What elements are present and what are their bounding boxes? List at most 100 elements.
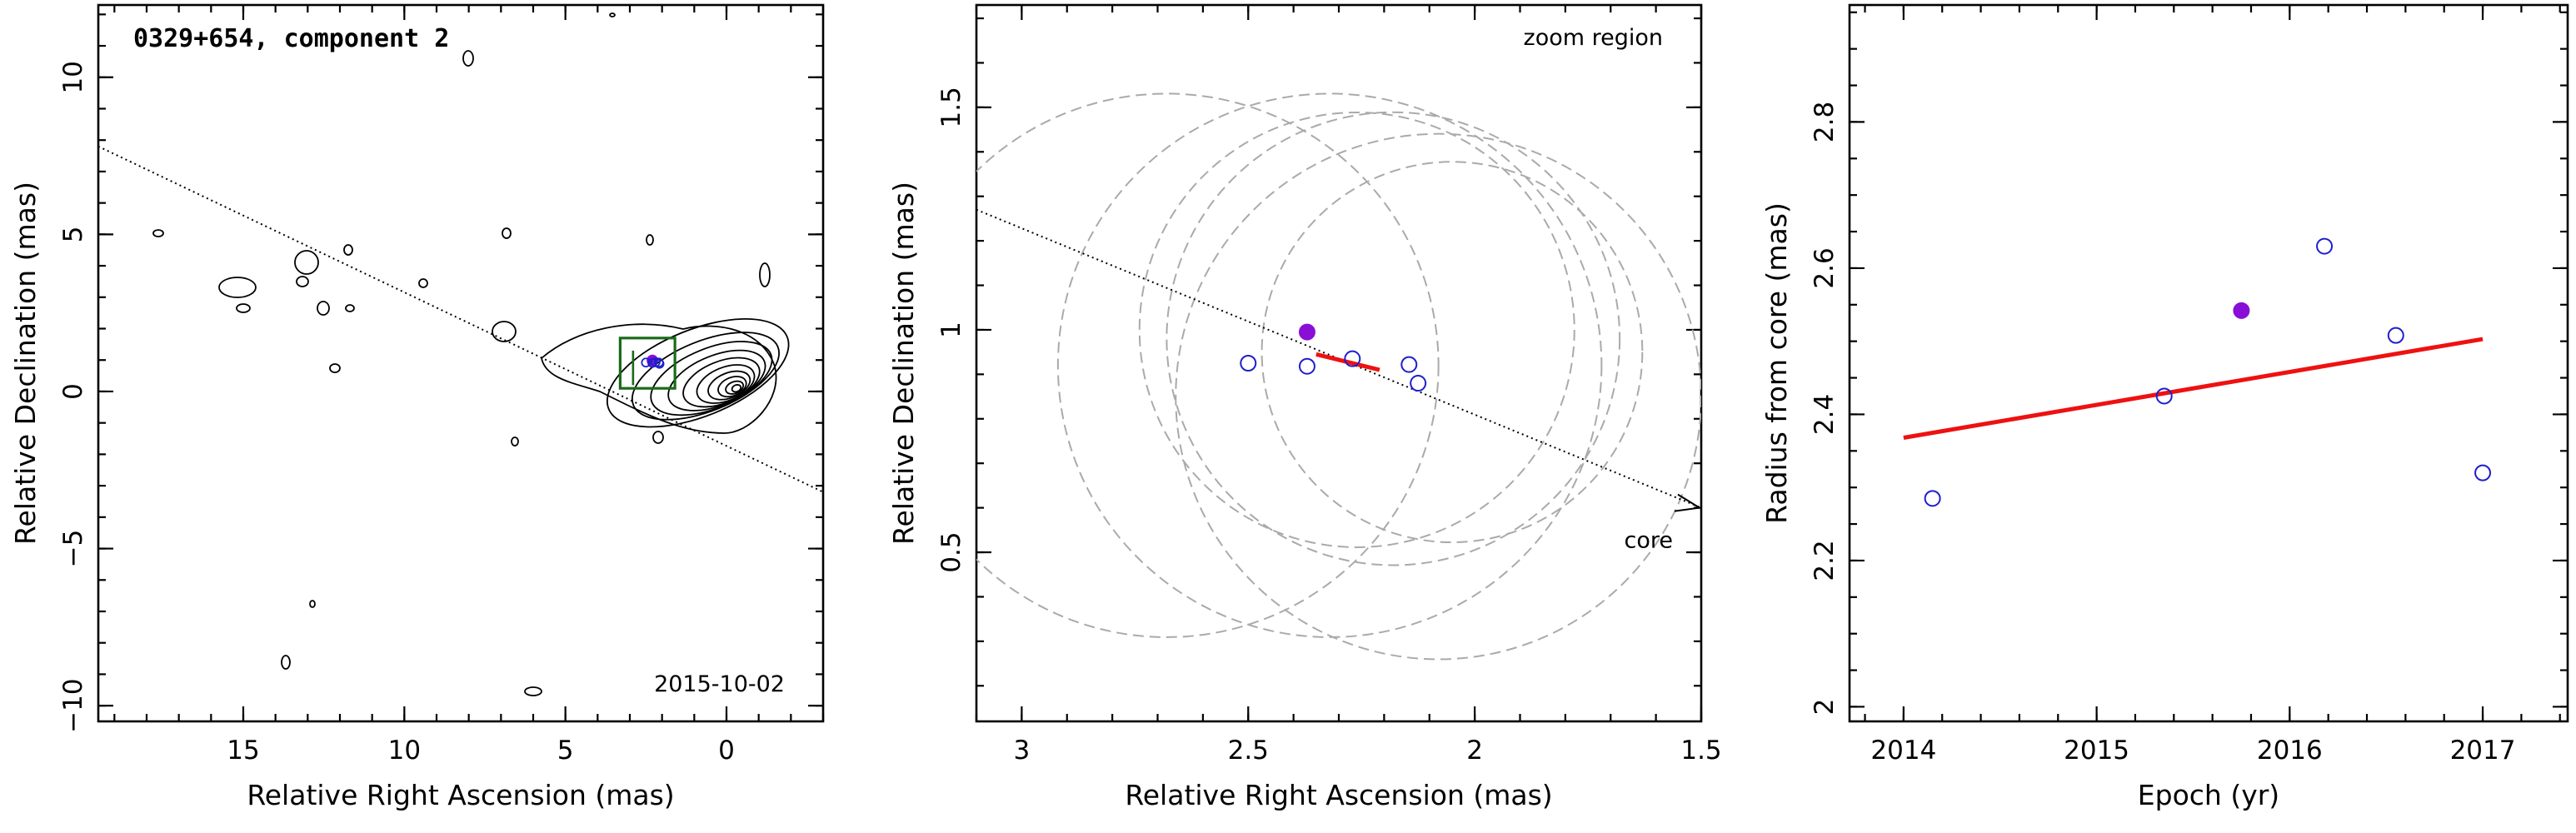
y-tick-label: 2.4	[1810, 394, 1840, 435]
y-tick-label: 1	[936, 322, 966, 338]
panel-radius: 2014 2015 2016 2017 2 2.2 2.4 2.6 2.8 Epoch (yr) R…	[1760, 3, 2569, 811]
contour-island	[511, 436, 519, 446]
plot-frame	[1848, 3, 2569, 723]
contour-line	[541, 323, 777, 434]
x-tick-label: 3	[1014, 736, 1031, 766]
y-tick-label: 2.2	[1810, 540, 1840, 581]
contour-line	[650, 341, 773, 416]
contour-island	[152, 229, 164, 237]
contour-line	[631, 332, 780, 421]
x-tick-label: 10	[388, 736, 421, 766]
beam-circle	[1166, 111, 1621, 566]
component-point	[1344, 350, 1361, 367]
jet-axis-line	[976, 208, 1701, 509]
contour-island	[502, 227, 512, 239]
y-tick-label: −10	[58, 678, 88, 732]
contour-line	[731, 384, 742, 393]
contour-island	[343, 244, 353, 256]
component-point	[654, 358, 665, 369]
chart-title: 0329+654, component 2	[133, 24, 449, 53]
y-axis-label: Relative Declination (mas)	[887, 182, 920, 545]
contour-island	[281, 655, 291, 670]
contour-island	[609, 12, 616, 17]
x-tick-label: 0	[718, 736, 735, 766]
component-point	[641, 357, 651, 368]
data-point	[2474, 464, 2492, 481]
plot-area	[976, 92, 1701, 661]
contour-line	[717, 376, 747, 398]
y-tick-label: 0.5	[936, 531, 966, 572]
contour-line	[606, 318, 790, 428]
contour-line	[682, 357, 761, 408]
contour-island	[309, 600, 316, 608]
zoom-region-box	[618, 337, 676, 390]
panel-zoom: 3 2.5 2 1.5 0.5 1 1.5 Relative Right Ascension …	[887, 3, 1722, 811]
y-tick-label: 2.6	[1810, 247, 1840, 288]
x-tick-label: 2014	[1870, 736, 1936, 766]
core-label: core	[1625, 528, 1673, 554]
plot-frame	[97, 3, 825, 723]
contour-island	[317, 301, 330, 316]
beam-circle	[1261, 161, 1644, 544]
contour-island	[524, 686, 542, 696]
trajectory-line	[1315, 352, 1380, 372]
beam-circle	[976, 92, 1440, 638]
contour-line	[696, 364, 756, 404]
y-axis-label: Relative Declination (mas)	[9, 182, 42, 545]
contour-island	[218, 277, 257, 298]
data-point	[2387, 327, 2404, 344]
panel-map: 15 10 5 0 −10 −5 0 5 10 Relative Right Ascension …	[9, 3, 825, 811]
contour-island	[345, 304, 355, 312]
contour-island	[294, 250, 319, 275]
x-tick-label: 2.5	[1228, 736, 1269, 766]
y-tick-label: 10	[58, 61, 88, 93]
y-tick-label: 5	[58, 226, 88, 242]
epoch-annotation: 2015-10-02	[654, 671, 785, 697]
component-point	[1240, 355, 1257, 372]
contour-island	[462, 50, 474, 67]
y-tick-label: 0	[58, 383, 88, 400]
x-tick-label: 2016	[2257, 736, 2323, 766]
core-direction-arrow	[1674, 493, 1702, 512]
selected-data-point	[2233, 302, 2250, 319]
contour-island	[759, 262, 771, 287]
contour-island	[236, 303, 251, 313]
x-axis-label: Relative Right Ascension (mas)	[247, 779, 674, 811]
x-tick-label: 5	[557, 736, 574, 766]
y-tick-label: 2.8	[1810, 102, 1840, 142]
y-tick-label: 1.5	[936, 87, 966, 127]
zoom-region-label: zoom region	[1524, 25, 1663, 51]
component-point	[1400, 356, 1418, 373]
beam-circle	[1056, 92, 1603, 638]
contour-island	[646, 234, 654, 246]
x-tick-label: 2	[1466, 736, 1483, 766]
contour-island	[296, 276, 309, 287]
beam-circle	[1138, 111, 1575, 548]
data-point	[2155, 387, 2173, 405]
contour-island	[652, 431, 664, 444]
jet-axis-line	[97, 145, 824, 493]
x-tick-label: 2017	[2450, 736, 2516, 766]
fit-line	[1903, 337, 2484, 440]
x-axis-label: Relative Right Ascension (mas)	[1125, 779, 1552, 811]
data-point	[1924, 490, 1941, 507]
contour-line	[725, 380, 745, 395]
contour-island	[418, 278, 428, 288]
y-tick-label: −5	[58, 530, 88, 568]
contour-line	[667, 349, 766, 412]
x-tick-label: 1.5	[1680, 736, 1721, 766]
y-axis-label: Radius from core (mas)	[1760, 202, 1793, 524]
y-tick-label: 2	[1810, 699, 1840, 716]
x-tick-label: 2015	[2064, 736, 2129, 766]
selected-component-point	[1298, 323, 1315, 341]
contour-line	[707, 370, 751, 401]
x-axis-label: Epoch (yr)	[2138, 779, 2279, 811]
component-point	[1298, 357, 1315, 375]
component-point	[1410, 375, 1427, 392]
beam-circle	[1175, 132, 1701, 661]
data-point	[2316, 237, 2334, 255]
contour-island	[329, 363, 341, 373]
contour-island	[492, 321, 517, 342]
x-tick-label: 15	[227, 736, 259, 766]
